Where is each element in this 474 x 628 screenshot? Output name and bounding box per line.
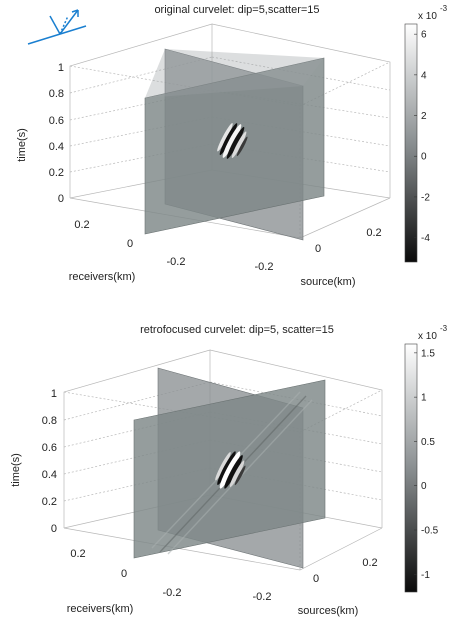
- colorbar-multiplier: x 10: [418, 11, 437, 22]
- y-tick: 0: [315, 243, 321, 255]
- colorbar-exponent: -3: [440, 324, 448, 333]
- colorbar-tick-label: -2: [421, 192, 430, 203]
- x-tick-labels: 0.2 0 -0.2: [70, 548, 181, 599]
- z-tick: 0.8: [42, 415, 57, 427]
- y-axis-label: sources(km): [298, 605, 359, 617]
- x-tick: 0: [127, 238, 133, 250]
- curvelet-wavelet: [215, 451, 246, 489]
- z-tick: 0.6: [49, 115, 64, 127]
- colorbar-tick-label: -1: [421, 570, 430, 581]
- colorbar: x 10 -3 6 4 2 0 -2 -4: [404, 4, 448, 263]
- y-axis-label: source(km): [300, 276, 355, 288]
- colorbar-ticks: 1.5 1 0.5 0 -0.5 -1: [414, 348, 439, 581]
- z-tick-labels: 0 0.2 0.4 0.6 0.8 1: [42, 388, 57, 535]
- curvelet-wavelet: [217, 123, 248, 159]
- z-tick: 1: [51, 388, 57, 400]
- colorbar-ramp: [404, 23, 418, 263]
- dip-scatter-glyph-icon: [27, 9, 87, 45]
- colorbar-ticks: 6 4 2 0 -2 -4: [414, 30, 430, 244]
- y-tick: -0.2: [255, 261, 274, 273]
- chart-panel-retrofocused: retrofocused curvelet: dip=5, scatter=15: [10, 324, 448, 617]
- colorbar: x 10 -3 1.5 1 0.5 0 -0.5 -1: [404, 324, 448, 593]
- colorbar-multiplier: x 10: [418, 331, 437, 342]
- colorbar-tick-label: 0: [421, 481, 427, 492]
- y-tick: -0.2: [253, 591, 272, 603]
- colorbar-tick-label: -4: [421, 233, 430, 244]
- x-tick-labels: 0.2 0 -0.2: [74, 219, 185, 268]
- z-tick: 0.4: [49, 141, 64, 153]
- chart-title: retrofocused curvelet: dip=5, scatter=15: [140, 324, 334, 336]
- x-axis-label: receivers(km): [69, 271, 136, 283]
- z-tick: 0.2: [42, 496, 57, 508]
- x-tick: 0: [121, 568, 127, 580]
- x-tick: 0.2: [74, 219, 89, 231]
- z-tick-labels: 0 0.2 0.4 0.6 0.8 1: [49, 62, 64, 205]
- z-axis-label: time(s): [10, 453, 22, 487]
- y-tick: 0: [313, 573, 319, 585]
- colorbar-tick-label: 2: [421, 111, 427, 122]
- y-tick-labels: -0.2 0 0.2: [253, 557, 378, 603]
- x-axis-label: receivers(km): [67, 603, 134, 615]
- slice-plane-time: [145, 49, 324, 98]
- z-tick: 0.6: [42, 442, 57, 454]
- z-axis-label: time(s): [16, 128, 28, 162]
- z-tick: 0: [51, 523, 57, 535]
- colorbar-tick-label: 4: [421, 70, 427, 81]
- x-tick: 0.2: [70, 548, 85, 560]
- colorbar-tick-label: 1: [421, 393, 427, 404]
- colorbar-tick-label: 0: [421, 152, 427, 163]
- colorbar-exponent: -3: [440, 4, 448, 13]
- colorbar-tick-label: 1.5: [421, 348, 435, 359]
- x-tick: -0.2: [163, 587, 182, 599]
- y-tick: 0.2: [366, 227, 381, 239]
- z-tick: 0.2: [49, 167, 64, 179]
- z-tick: 0: [58, 193, 64, 205]
- z-tick: 0.4: [42, 469, 57, 481]
- y-tick-labels: -0.2 0 0.2: [255, 227, 382, 273]
- z-tick: 0.8: [49, 88, 64, 100]
- colorbar-tick-label: 0.5: [421, 437, 435, 448]
- y-tick: 0.2: [362, 557, 377, 569]
- colorbar-tick-label: 6: [421, 30, 427, 41]
- colorbar-ramp: [404, 343, 418, 593]
- colorbar-tick-label: -0.5: [421, 526, 439, 537]
- chart-title: original curvelet: dip=5,scatter=15: [154, 4, 319, 16]
- z-tick: 1: [58, 62, 64, 74]
- chart-panel-original: original curvelet: dip=5,scatter=15: [16, 4, 448, 288]
- x-tick: -0.2: [167, 256, 186, 268]
